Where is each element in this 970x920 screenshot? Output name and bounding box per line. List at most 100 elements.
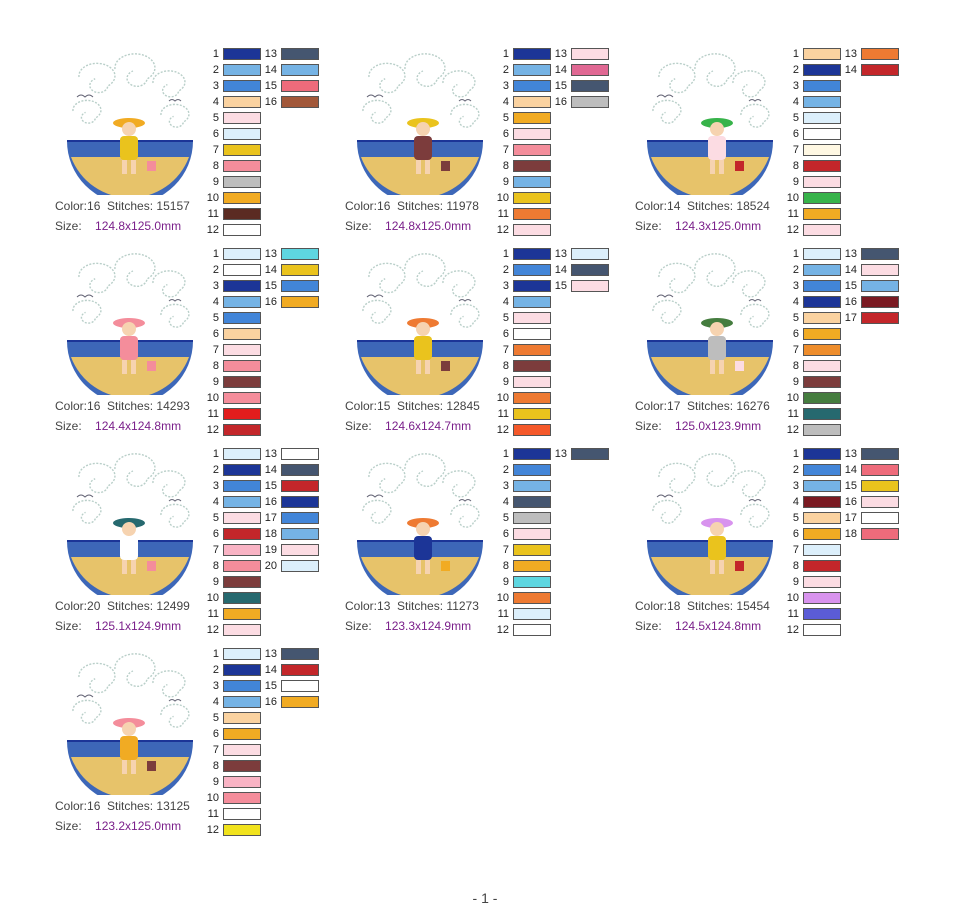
thread-color-row: 8 xyxy=(495,359,553,375)
thread-swatch xyxy=(223,208,261,220)
thread-number: 10 xyxy=(786,392,799,404)
thread-color-row: 3 xyxy=(205,479,263,495)
size-value: 124.4x124.8mm xyxy=(95,419,182,433)
thread-number: 17 xyxy=(264,512,277,524)
size-info: Size: 123.3x124.9mm xyxy=(345,619,471,633)
thread-swatch xyxy=(513,312,551,324)
thread-color-row: 6 xyxy=(785,327,843,343)
embroidery-scene xyxy=(357,453,483,595)
embroidery-scene xyxy=(67,53,193,195)
thread-color-row: 16 xyxy=(553,95,611,111)
thread-number: 13 xyxy=(844,48,857,60)
thread-swatch xyxy=(803,512,841,524)
thread-color-row: 1 xyxy=(785,247,843,263)
thread-swatch xyxy=(803,544,841,556)
thread-color-row: 2 xyxy=(205,463,263,479)
thread-swatch xyxy=(513,160,551,172)
stitches-label: Stitches: xyxy=(397,399,444,413)
stitches-label: Stitches: xyxy=(397,599,444,613)
thread-color-row: 9 xyxy=(205,175,263,191)
thread-color-row: 11 xyxy=(205,607,263,623)
thread-color-row: 12 xyxy=(205,623,263,639)
thread-number: 12 xyxy=(206,824,219,836)
thread-color-row: 11 xyxy=(785,207,843,223)
thread-number: 7 xyxy=(792,544,799,556)
thread-number: 16 xyxy=(264,296,277,308)
thread-number: 8 xyxy=(502,560,509,572)
thread-number: 14 xyxy=(844,64,857,76)
design-card: Color:16 Stitches: 11978 Size: 124.8x125.… xyxy=(345,47,635,243)
thread-color-row: 14 xyxy=(553,63,611,79)
thread-number: 15 xyxy=(264,280,277,292)
thread-swatch xyxy=(223,576,261,588)
thread-swatch xyxy=(803,296,841,308)
thread-color-row: 5 xyxy=(785,111,843,127)
color-label: Color: xyxy=(55,199,88,213)
thread-swatch xyxy=(513,112,551,124)
thread-number: 7 xyxy=(212,744,219,756)
thread-number: 12 xyxy=(206,224,219,236)
thread-number: 1 xyxy=(212,648,219,660)
color-label: Color: xyxy=(345,199,378,213)
thread-number: 6 xyxy=(502,528,509,540)
thread-swatch xyxy=(223,392,261,404)
thread-swatch xyxy=(803,208,841,220)
thread-number: 1 xyxy=(792,248,799,260)
thread-number: 9 xyxy=(502,376,509,388)
thread-color-row: 8 xyxy=(495,559,553,575)
thread-swatch xyxy=(513,144,551,156)
thread-swatch xyxy=(803,280,841,292)
thread-swatch xyxy=(513,560,551,572)
thread-swatch xyxy=(281,496,319,508)
thread-number: 6 xyxy=(502,128,509,140)
thread-number: 3 xyxy=(502,280,509,292)
thread-number: 10 xyxy=(206,192,219,204)
stitches-label: Stitches: xyxy=(107,799,154,813)
thread-number: 15 xyxy=(844,280,857,292)
thread-number: 1 xyxy=(212,448,219,460)
size-info: Size: 124.5x124.8mm xyxy=(635,619,761,633)
thread-color-row: 9 xyxy=(495,575,553,591)
thread-swatch xyxy=(803,328,841,340)
stitch-count: 15454 xyxy=(736,599,770,613)
size-info: Size: 124.8x125.0mm xyxy=(55,219,181,233)
thread-color-row: 14 xyxy=(263,663,321,679)
thread-color-row: 7 xyxy=(205,543,263,559)
thread-number: 2 xyxy=(792,464,799,476)
thread-color-row: 1 xyxy=(495,47,553,63)
thread-color-row: 11 xyxy=(785,407,843,423)
thread-number: 9 xyxy=(792,576,799,588)
thread-color-row: 5 xyxy=(495,311,553,327)
thread-color-row: 14 xyxy=(843,463,901,479)
thread-number: 14 xyxy=(264,664,277,676)
thread-color-row: 8 xyxy=(785,159,843,175)
thread-number: 5 xyxy=(212,512,219,524)
size-label: Size: xyxy=(635,419,662,433)
thread-swatch xyxy=(861,528,899,540)
thread-swatch xyxy=(571,248,609,260)
thread-color-row: 4 xyxy=(785,95,843,111)
thread-color-row: 16 xyxy=(843,295,901,311)
thread-color-row: 15 xyxy=(553,79,611,95)
thread-number: 5 xyxy=(212,712,219,724)
thread-swatch xyxy=(803,344,841,356)
thread-color-row: 2 xyxy=(495,463,553,479)
thread-swatch xyxy=(223,776,261,788)
thread-number: 3 xyxy=(212,480,219,492)
thread-number: 9 xyxy=(212,776,219,788)
thread-number: 18 xyxy=(844,528,857,540)
thread-number: 13 xyxy=(264,648,277,660)
thread-swatch xyxy=(513,80,551,92)
thread-color-row: 9 xyxy=(495,175,553,191)
thread-swatch xyxy=(223,408,261,420)
size-label: Size: xyxy=(55,819,82,833)
thread-color-row: 3 xyxy=(495,279,553,295)
thread-number: 7 xyxy=(502,544,509,556)
thread-swatch xyxy=(513,248,551,260)
thread-color-row: 7 xyxy=(495,143,553,159)
color-count: 20 xyxy=(87,599,101,613)
thread-color-row: 3 xyxy=(205,679,263,695)
thread-swatch xyxy=(281,64,319,76)
thread-swatch xyxy=(281,528,319,540)
color-stitch-info: Color:20 Stitches: 12499 xyxy=(55,599,190,613)
